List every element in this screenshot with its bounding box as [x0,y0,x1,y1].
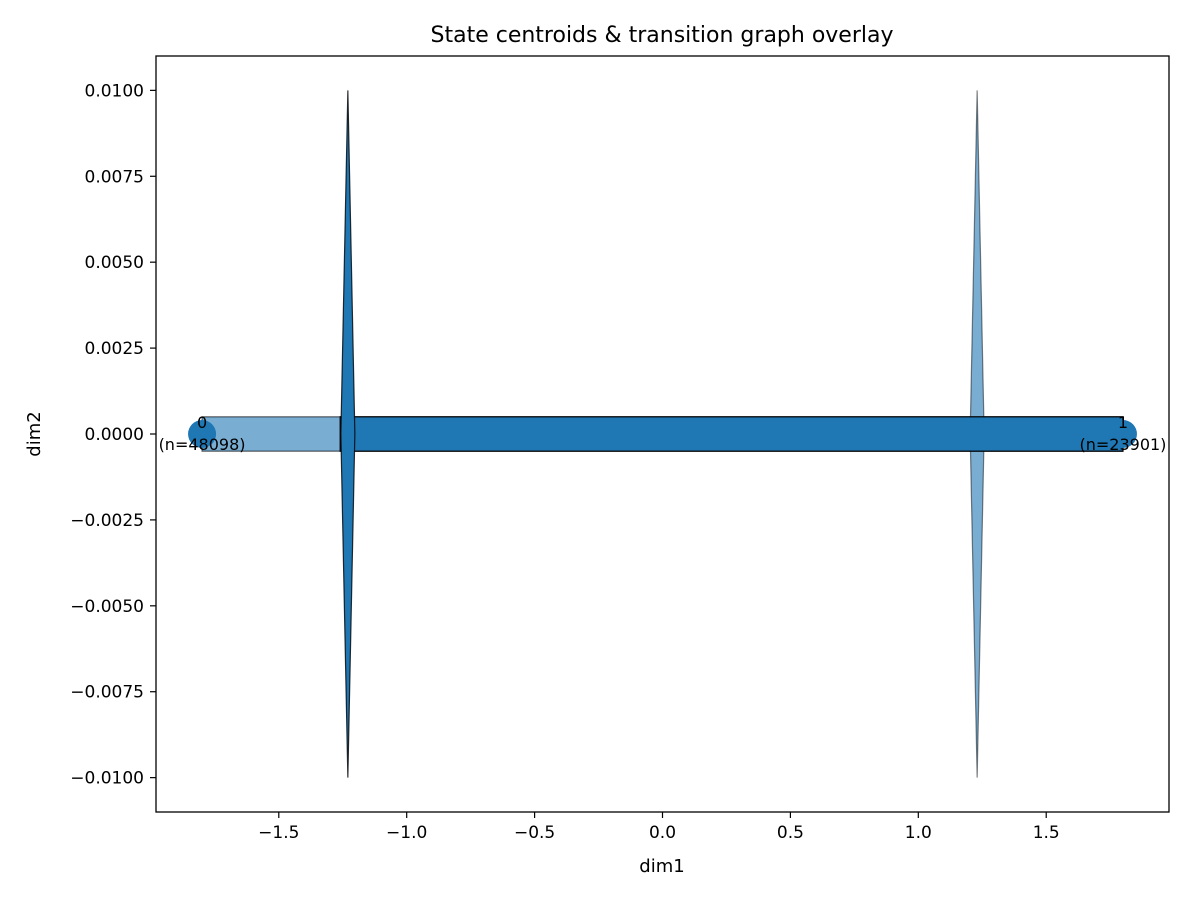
state-point-1 [1108,420,1137,448]
state-count-0: (n=48098) [159,435,246,454]
y-axis-label: dim2 [24,411,45,456]
x-tick-label: −0.5 [514,823,555,843]
state-count-1: (n=23901) [1079,435,1166,454]
transition-edge-1-to-0 [339,416,1124,452]
x-tick-label: −1.0 [386,823,427,843]
chart-title: State centroids & transition graph overl… [431,23,894,48]
y-tick-label: 0.0050 [85,253,144,273]
plot-area: 0 (n=48098) 1 (n=23901) [159,90,1166,778]
x-tick-label: 1.5 [1033,823,1060,843]
x-axis-label: dim1 [639,856,684,877]
y-tick-label: 0.0100 [85,81,144,101]
state-label-0: 0 [197,413,207,432]
y-tick-label: −0.0050 [70,597,144,617]
y-tick-label: 0.0025 [85,339,144,359]
x-axis-ticks: −1.5 −1.0 −0.5 0.0 0.5 1.0 1.5 [258,812,1060,843]
y-tick-label: 0.0000 [85,425,144,445]
x-tick-label: 0.0 [649,823,676,843]
y-axis-ticks: 0.0100 0.0075 0.0050 0.0025 0.0000 −0.0025 −0.… [70,81,156,789]
x-tick-label: 1.0 [905,823,932,843]
y-tick-label: 0.0075 [85,167,144,187]
y-tick-label: −0.0100 [70,769,144,789]
y-tick-label: −0.0025 [70,511,144,531]
state-label-1: 1 [1118,413,1128,432]
y-tick-label: −0.0075 [70,683,144,703]
state-point-0 [188,420,217,448]
x-tick-label: −1.5 [258,823,299,843]
x-tick-label: 0.5 [777,823,804,843]
transition-arrowhead-1-to-0 [340,90,356,778]
